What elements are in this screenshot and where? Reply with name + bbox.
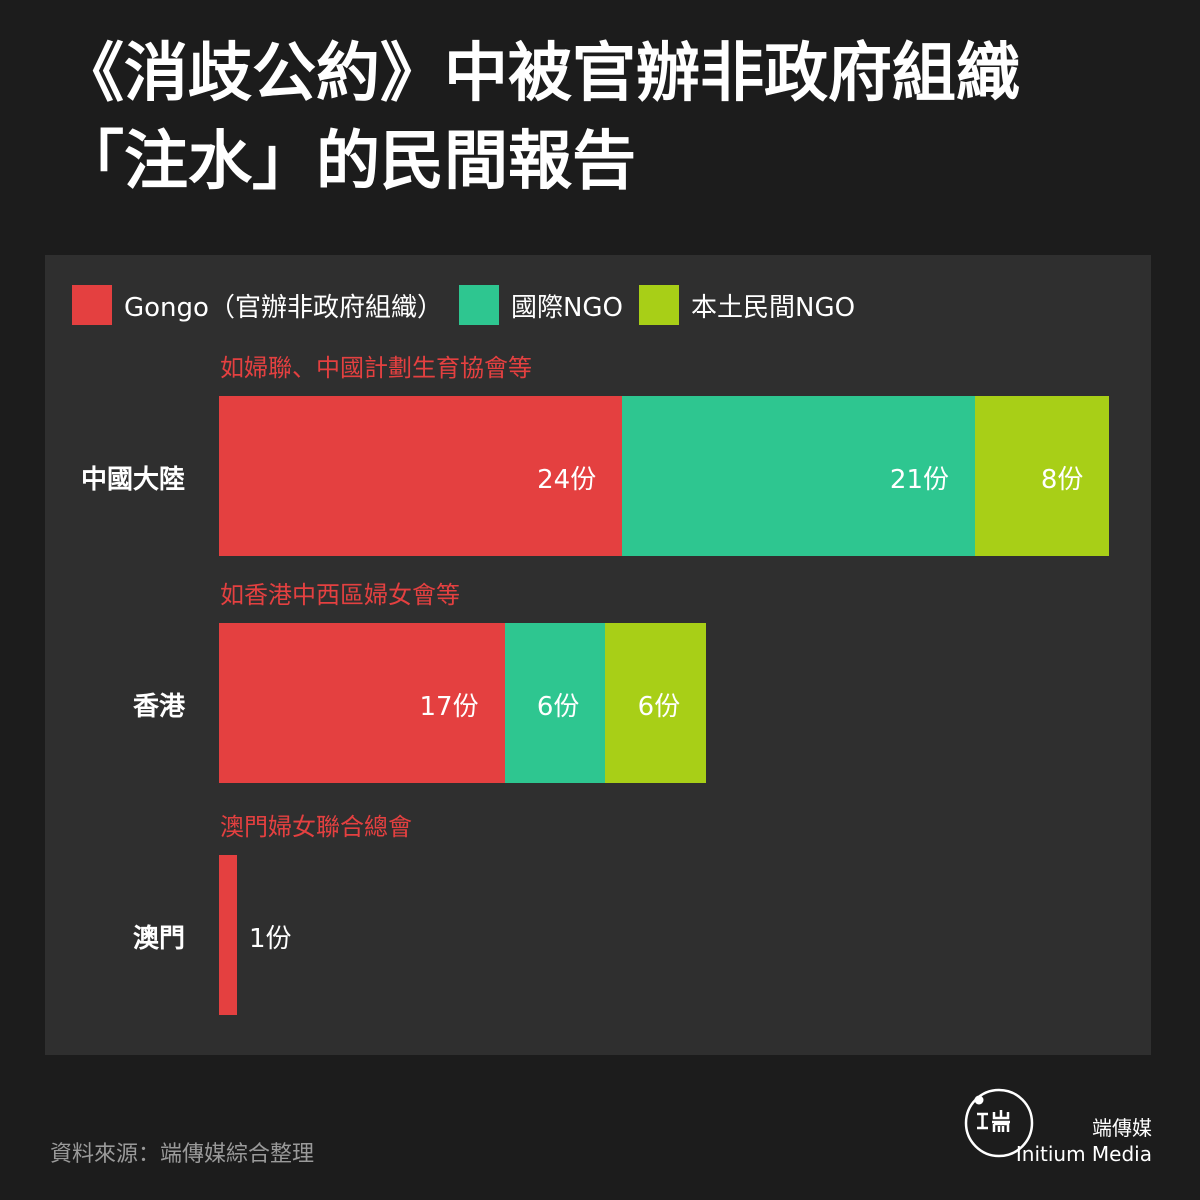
annotation-0: 如婦聯、中國計劃生育協會等 bbox=[220, 354, 532, 382]
data-label-1-2: 6份 bbox=[637, 692, 681, 722]
data-label-0-0: 24份 bbox=[537, 465, 597, 495]
title-line-2: 「注水」的民間報告 bbox=[60, 125, 636, 199]
chart-title: 《消歧公約》中被官辦非政府組織 「注水」的民間報告 bbox=[60, 30, 1160, 206]
data-label-1-1: 6份 bbox=[536, 692, 580, 722]
legend-swatch-local bbox=[639, 285, 680, 325]
bar-1-2 bbox=[605, 623, 707, 783]
legend-label-intl: 國際NGO bbox=[510, 292, 624, 323]
legend-swatch-intl bbox=[458, 285, 499, 325]
brand-name-cn: 端傳媒 bbox=[1092, 1116, 1152, 1140]
brand: 端傳媒 Initium Media bbox=[1016, 1115, 1152, 1167]
initium-logo-icon bbox=[964, 1088, 1034, 1158]
annotation-1: 如香港中西區婦女會等 bbox=[220, 581, 460, 609]
bar-1-0 bbox=[219, 623, 505, 783]
legend-item-gongo: Gongo（官辦非政府組織） bbox=[72, 285, 443, 325]
data-label-1-0: 17份 bbox=[419, 692, 479, 722]
category-label-2: 澳門 bbox=[132, 924, 185, 954]
bar-0-2 bbox=[975, 396, 1110, 556]
brand-name-en: Initium Media bbox=[1015, 1142, 1152, 1166]
data-label-0-1: 21份 bbox=[889, 465, 949, 495]
annotation-2: 澳門婦女聯合總會 bbox=[220, 813, 412, 841]
bar-0-1 bbox=[622, 396, 975, 556]
data-label-2-0: 1份 bbox=[249, 924, 292, 954]
bar-2-0 bbox=[219, 855, 237, 1015]
category-label-1: 香港 bbox=[132, 692, 185, 722]
category-label-0: 中國大陸 bbox=[80, 465, 185, 495]
bar-1-1 bbox=[504, 623, 606, 783]
legend: Gongo（官辦非政府組織） 國際NGO 本土民間NGO bbox=[72, 285, 871, 325]
title-line-1: 《消歧公約》中被官辦非政府組織 bbox=[60, 37, 1020, 111]
legend-item-intl: 國際NGO bbox=[458, 285, 624, 325]
bar-0-0 bbox=[219, 396, 623, 556]
data-label-0-2: 8份 bbox=[1040, 465, 1084, 495]
legend-swatch-gongo bbox=[72, 285, 112, 325]
legend-label-gongo: Gongo（官辦非政府組織） bbox=[124, 292, 443, 323]
legend-item-local: 本土民間NGO bbox=[639, 285, 855, 325]
source-note: 資料來源：端傳媒綜合整理 bbox=[50, 1142, 315, 1167]
legend-label-local: 本土民間NGO bbox=[691, 292, 856, 323]
